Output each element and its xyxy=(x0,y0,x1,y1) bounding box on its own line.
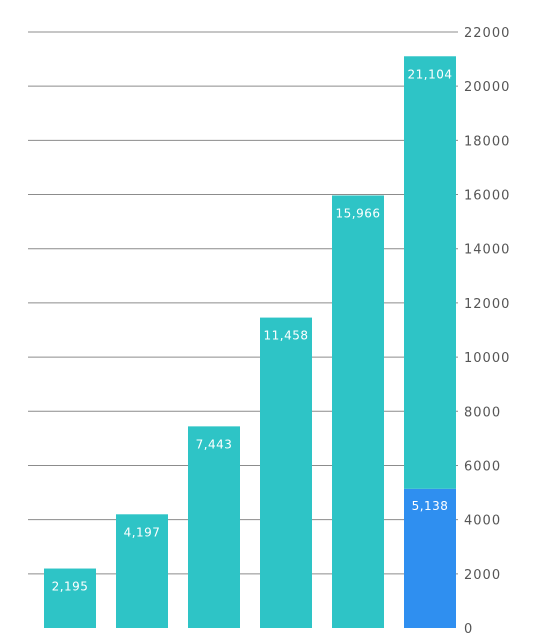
bar xyxy=(188,426,240,628)
y-tick-label: 18000 xyxy=(464,134,510,149)
y-tick-label: 6000 xyxy=(464,459,501,474)
y-tick-label: 12000 xyxy=(464,297,510,312)
bar-highlight-segment xyxy=(404,488,456,628)
data-label: 2,195 xyxy=(52,580,89,594)
bar xyxy=(332,195,384,628)
y-tick-label: 2000 xyxy=(464,568,501,583)
y-tick-label: 0 xyxy=(464,622,473,637)
data-label: 15,966 xyxy=(336,206,381,220)
bars xyxy=(44,56,456,628)
bar xyxy=(116,514,168,628)
data-label: 7,443 xyxy=(196,437,233,451)
y-tick-label: 16000 xyxy=(464,189,510,204)
y-axis-ticks: 0 2000 4000 6000 8000 10000 12000 14000 16000 180… xyxy=(464,26,510,637)
y-tick-label: 22000 xyxy=(464,26,510,41)
data-label: 21,104 xyxy=(408,67,453,81)
data-label: 4,197 xyxy=(124,525,161,539)
data-label-highlight: 5,138 xyxy=(412,499,449,513)
bar xyxy=(260,317,312,628)
y-tick-label: 4000 xyxy=(464,514,501,529)
y-tick-label: 20000 xyxy=(464,80,510,95)
y-tick-label: 10000 xyxy=(464,351,510,366)
y-tick-label: 8000 xyxy=(464,405,501,420)
gridlines xyxy=(28,31,458,575)
bar xyxy=(44,568,96,628)
bar xyxy=(404,56,456,489)
data-label: 11,458 xyxy=(264,329,309,343)
y-tick-label: 14000 xyxy=(464,243,510,258)
data-labels: 2,195 4,197 7,443 11,458 15,966 21,104 5,138 xyxy=(52,67,453,594)
